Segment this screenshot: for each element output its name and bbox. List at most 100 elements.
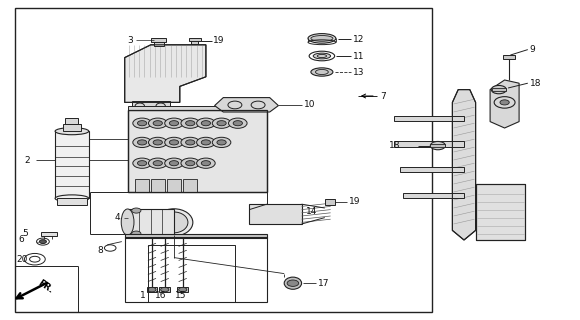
Bar — [154, 41, 164, 46]
Ellipse shape — [284, 277, 302, 289]
Bar — [128, 110, 267, 192]
Text: 18: 18 — [530, 79, 541, 88]
Circle shape — [169, 121, 179, 126]
Polygon shape — [452, 90, 476, 240]
Circle shape — [137, 121, 147, 126]
Bar — [128, 106, 267, 110]
Text: 8: 8 — [97, 246, 103, 255]
Circle shape — [197, 118, 215, 128]
Ellipse shape — [55, 128, 89, 135]
Circle shape — [201, 121, 211, 126]
Ellipse shape — [160, 212, 188, 233]
Circle shape — [217, 140, 226, 145]
Circle shape — [133, 158, 151, 168]
Text: 19: 19 — [213, 36, 225, 45]
Bar — [403, 193, 464, 198]
Bar — [57, 198, 87, 205]
Circle shape — [201, 140, 211, 145]
Bar — [63, 124, 81, 131]
Bar — [125, 237, 267, 302]
Text: 15: 15 — [175, 292, 187, 300]
Ellipse shape — [55, 195, 89, 202]
Circle shape — [169, 140, 179, 145]
Circle shape — [132, 231, 141, 236]
Circle shape — [201, 161, 211, 166]
Bar — [191, 40, 198, 44]
Bar — [135, 179, 149, 192]
Bar — [167, 179, 181, 192]
Bar — [394, 116, 464, 121]
Circle shape — [233, 121, 242, 126]
Text: 12: 12 — [353, 35, 364, 44]
Ellipse shape — [155, 209, 193, 236]
Bar — [325, 199, 335, 205]
Circle shape — [132, 208, 141, 213]
Bar — [249, 204, 302, 224]
Circle shape — [39, 240, 46, 244]
Circle shape — [181, 118, 200, 128]
Circle shape — [229, 118, 247, 128]
Bar — [430, 144, 445, 147]
Bar — [128, 110, 267, 192]
Circle shape — [287, 280, 299, 286]
Circle shape — [165, 118, 183, 128]
Circle shape — [500, 100, 509, 105]
Text: 17: 17 — [318, 279, 329, 288]
Circle shape — [186, 161, 195, 166]
Circle shape — [217, 121, 226, 126]
Text: 3: 3 — [128, 36, 133, 44]
Circle shape — [148, 118, 167, 128]
Circle shape — [153, 140, 162, 145]
Bar — [148, 245, 235, 302]
Bar — [492, 88, 506, 91]
Bar — [160, 287, 170, 292]
Circle shape — [133, 137, 151, 148]
Circle shape — [212, 118, 231, 128]
Text: 4: 4 — [115, 213, 121, 222]
Circle shape — [186, 140, 195, 145]
Text: 11: 11 — [353, 52, 364, 60]
Bar — [55, 131, 89, 198]
Ellipse shape — [308, 34, 336, 43]
Circle shape — [491, 85, 506, 94]
Text: 1: 1 — [140, 292, 146, 300]
Ellipse shape — [311, 36, 333, 41]
Circle shape — [186, 121, 195, 126]
Circle shape — [153, 121, 162, 126]
Text: 14: 14 — [306, 207, 318, 216]
Text: 19: 19 — [349, 197, 361, 206]
Circle shape — [179, 287, 187, 292]
Bar — [400, 167, 464, 172]
Circle shape — [165, 137, 183, 148]
Bar — [177, 287, 188, 292]
Bar — [503, 55, 515, 59]
Text: 2: 2 — [24, 156, 30, 164]
Ellipse shape — [313, 53, 331, 59]
Circle shape — [181, 137, 200, 148]
Bar — [65, 118, 78, 124]
Circle shape — [181, 158, 200, 168]
Bar — [476, 184, 525, 240]
Bar — [151, 179, 165, 192]
Text: 16: 16 — [155, 292, 167, 300]
Circle shape — [169, 161, 179, 166]
Bar — [151, 38, 166, 42]
Text: 5: 5 — [22, 229, 28, 238]
Circle shape — [212, 137, 231, 148]
Text: 7: 7 — [380, 92, 386, 100]
Circle shape — [197, 158, 215, 168]
Text: 9: 9 — [530, 45, 535, 54]
Ellipse shape — [121, 209, 134, 235]
Circle shape — [197, 137, 215, 148]
Text: 6: 6 — [19, 235, 24, 244]
Bar — [125, 234, 267, 238]
Circle shape — [148, 137, 167, 148]
Text: 13: 13 — [353, 68, 364, 76]
Bar — [41, 232, 57, 236]
Bar — [128, 209, 174, 235]
Circle shape — [430, 141, 445, 150]
Circle shape — [148, 158, 167, 168]
Text: 20: 20 — [16, 255, 28, 264]
Bar — [476, 184, 525, 240]
Circle shape — [137, 161, 147, 166]
